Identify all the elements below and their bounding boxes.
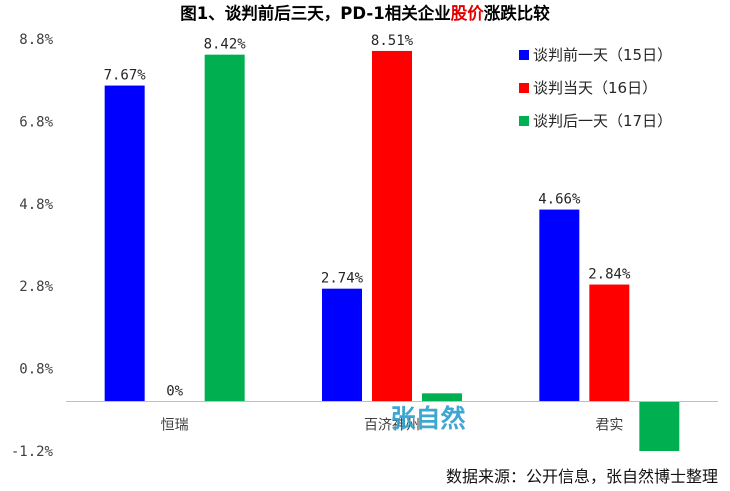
legend-swatch xyxy=(519,50,529,60)
y-tick-label: 8.8% xyxy=(19,32,53,48)
bar-value-label: 2.74% xyxy=(321,271,364,287)
title-part-0: 图1、谈判前后三天，PD-1相关企业 xyxy=(180,3,450,23)
bar-value-label: 7.67% xyxy=(104,68,147,84)
legend-label: 谈判前一天（15日） xyxy=(533,46,672,64)
watermark-text: 张自然 xyxy=(390,404,465,433)
bar xyxy=(204,54,245,402)
bar xyxy=(104,85,145,402)
bars xyxy=(104,50,680,451)
title-part-1: 股价 xyxy=(451,4,485,23)
legend-label: 谈判当天（16日） xyxy=(533,79,657,97)
legend: 谈判前一天（15日） 谈判当天（16日） 谈判后一天（17日） xyxy=(519,46,672,130)
y-tick-label: 4.8% xyxy=(19,197,53,213)
bar xyxy=(539,209,580,402)
bar-value-label: 8.51% xyxy=(371,33,414,49)
bar xyxy=(372,50,412,402)
y-tick-label: 6.8% xyxy=(19,114,53,130)
chart-title: 图1、谈判前后三天，PD-1相关企业股价涨跌比较 xyxy=(180,3,550,23)
bar-value-labels: 7.67% 2.74% 4.66% 0% 8.51% 2.84% 8.42% xyxy=(104,33,631,400)
bar xyxy=(422,393,462,402)
title-part-2: 涨跌比较 xyxy=(484,3,551,23)
y-axis-tick-labels: 8.8% 6.8% 4.8% 2.8% 0.8% -1.2% xyxy=(11,32,54,460)
y-tick-label: 0.8% xyxy=(19,362,53,378)
category-label: 君实 xyxy=(595,418,623,434)
legend-swatch xyxy=(519,116,529,126)
category-label: 百济神州 xyxy=(364,418,420,434)
source-note: 数据来源：公开信息，张自然博士整理 xyxy=(446,467,718,486)
bar xyxy=(589,284,630,402)
bar-value-label: 2.84% xyxy=(588,267,631,283)
bar-value-label: 4.66% xyxy=(538,192,581,208)
y-tick-label: 2.8% xyxy=(19,279,53,295)
bar-value-label: 8.42% xyxy=(204,37,247,53)
legend-swatch xyxy=(519,83,529,93)
y-tick-label: -1.2% xyxy=(11,444,54,460)
category-label: 恒瑞 xyxy=(161,418,189,434)
category-labels: 恒瑞 百济神州 君实 xyxy=(161,418,624,434)
legend-label: 谈判后一天（17日） xyxy=(533,112,672,130)
bar-value-label: 0% xyxy=(166,384,183,400)
bar xyxy=(322,288,362,402)
bar xyxy=(639,401,680,451)
